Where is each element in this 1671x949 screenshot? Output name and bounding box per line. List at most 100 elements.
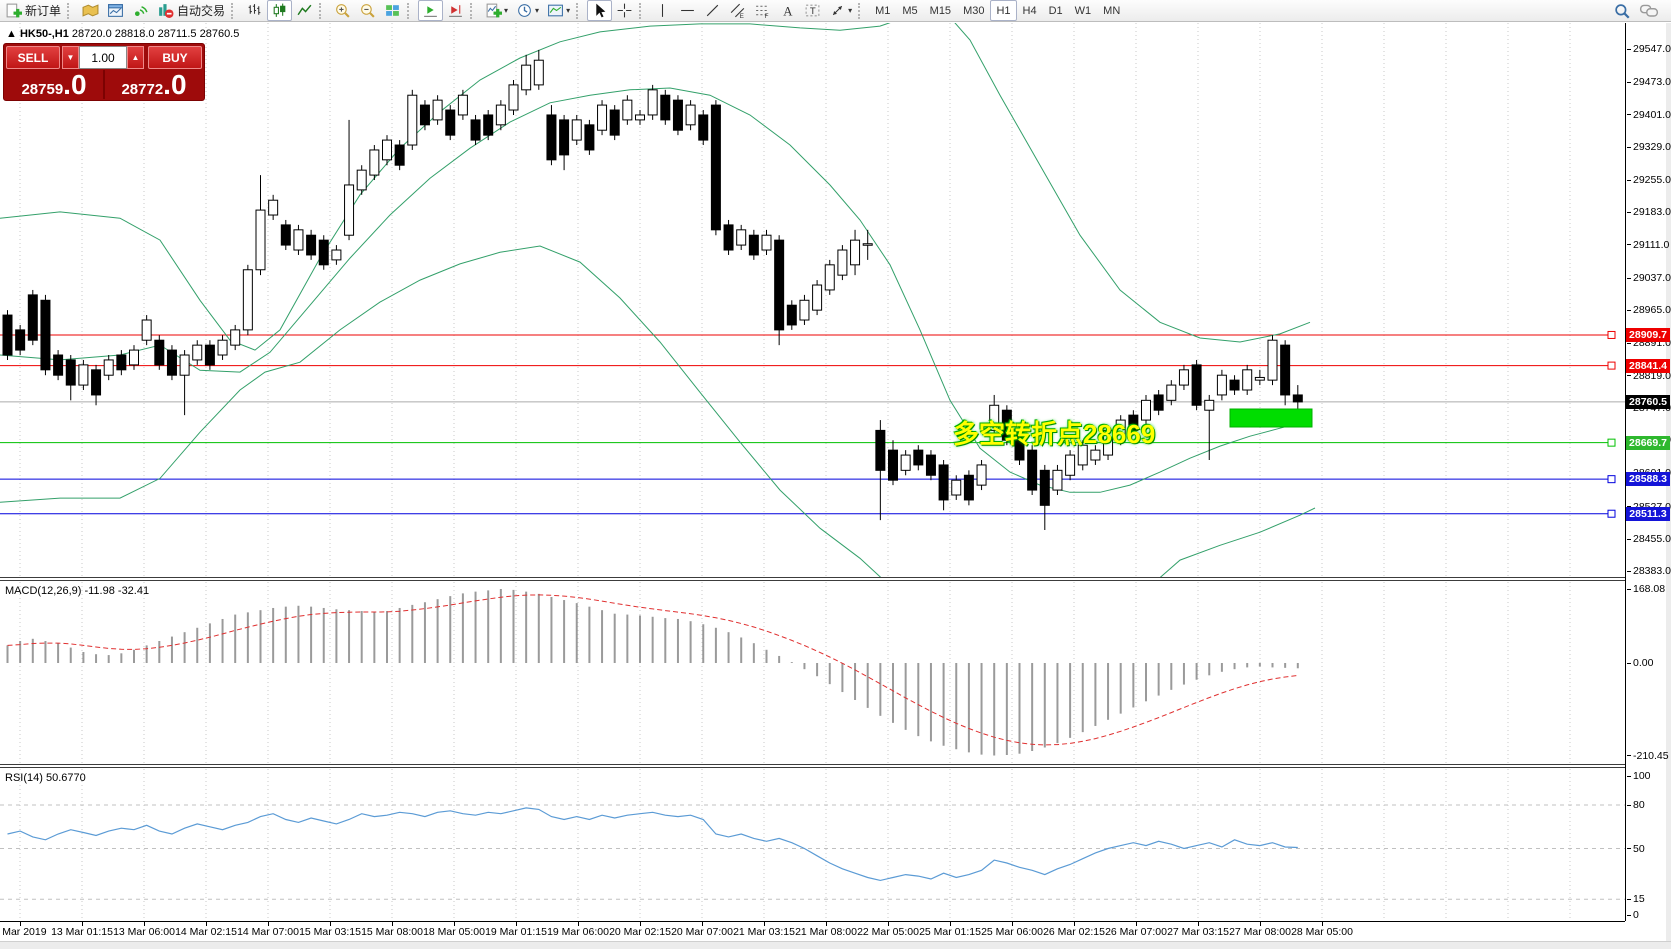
time-axis-label[interactable]: 27 Mar 03:15 — [1167, 926, 1229, 938]
channel-button[interactable]: E — [725, 0, 750, 21]
candlestick-chart-button[interactable] — [267, 0, 293, 21]
chat-button[interactable] — [1635, 0, 1663, 21]
time-axis-label[interactable]: 26 Mar 07:00 — [1105, 926, 1167, 938]
time-axis-label[interactable]: 27 Mar 08:00 — [1229, 926, 1291, 938]
time-axis-label[interactable]: 13 Mar 01:15 — [51, 926, 113, 938]
timeframe-m5-button[interactable]: M5 — [902, 4, 918, 17]
macd-axis-label-text: -210.45 — [1633, 749, 1669, 762]
sell-price-decimal: .0 — [63, 69, 87, 100]
time-axis-label[interactable]: 2 Mar 2019 — [0, 926, 47, 938]
toolbar-grip[interactable] — [231, 2, 238, 19]
time-axis-label[interactable]: 20 Mar 07:00 — [671, 926, 733, 938]
time-axis-label[interactable]: 15 Mar 08:00 — [361, 926, 423, 938]
cursor-button[interactable] — [587, 0, 613, 21]
trendline-button[interactable] — [700, 0, 725, 21]
auto-scroll-button[interactable] — [418, 0, 444, 21]
buy-price[interactable]: 28772.0 — [106, 70, 202, 99]
toolbar-grip[interactable] — [858, 2, 865, 19]
time-axis-label[interactable]: 15 Mar 03:15 — [299, 926, 361, 938]
time-axis-tick — [516, 922, 517, 926]
vertical-line-button[interactable] — [650, 0, 675, 21]
axis-tick — [1627, 662, 1631, 664]
time-axis-label[interactable]: 14 Mar 02:15 — [175, 926, 237, 938]
price-marker-chip[interactable]: 28841.4 — [1626, 358, 1670, 373]
sell-price[interactable]: 28759.0 — [6, 70, 102, 99]
time-axis-label[interactable]: 25 Mar 06:00 — [981, 926, 1043, 938]
timeframe-h1-button[interactable]: H1 — [990, 0, 1017, 21]
auto-trading-label: 自动交易 — [177, 4, 226, 18]
line-chart-button[interactable] — [292, 0, 317, 21]
shapes-button[interactable]: ▾ — [825, 0, 856, 21]
time-axis-label[interactable]: 21 Mar 03:15 — [733, 926, 795, 938]
time-axis-label[interactable]: 20 Mar 02:15 — [609, 926, 671, 938]
panel-separator[interactable] — [0, 580, 1625, 581]
price-marker-chip[interactable]: 28588.3 — [1626, 472, 1670, 487]
volume-input[interactable]: 1.00 — [79, 46, 127, 69]
time-axis-label[interactable]: 19 Mar 01:15 — [485, 926, 547, 938]
axis-tick — [1627, 755, 1631, 757]
periods-button[interactable]: ▾ — [512, 0, 543, 21]
signals-button[interactable] — [128, 0, 153, 21]
toolbar-grip[interactable] — [319, 2, 326, 19]
zoom-out-button[interactable] — [355, 0, 380, 21]
toolbar-grip[interactable] — [67, 2, 74, 19]
new-chart-button[interactable] — [103, 0, 128, 21]
timeframe-m1-button[interactable]: M1 — [875, 4, 891, 17]
chart-shift-button[interactable] — [443, 0, 468, 21]
crosshair-button[interactable] — [612, 0, 637, 21]
collapse-icon[interactable]: ▲ — [6, 28, 17, 40]
indicators-button[interactable]: ▾ — [481, 0, 512, 21]
text-label-button[interactable]: T — [800, 0, 825, 21]
price-marker-chip[interactable]: 28511.3 — [1626, 506, 1670, 521]
timeframe-d1-button[interactable]: D1 — [1048, 4, 1063, 17]
bar-chart-button[interactable] — [242, 0, 267, 21]
price-marker-chip[interactable]: 28909.7 — [1626, 327, 1670, 342]
panel-separator[interactable] — [0, 767, 1625, 768]
time-axis-label[interactable]: 13 Mar 06:00 — [113, 926, 175, 938]
sell-button[interactable]: SELL — [6, 46, 60, 69]
toolbar-grip[interactable] — [470, 2, 477, 19]
toolbar-grip[interactable] — [407, 2, 414, 19]
macd-label: MACD(12,26,9) -11.98 -32.41 — [5, 585, 150, 597]
level-lines[interactable] — [0, 330, 1625, 518]
buy-button[interactable]: BUY — [148, 46, 202, 69]
time-axis-label[interactable]: 19 Mar 06:00 — [547, 926, 609, 938]
volume-down-button[interactable]: ▼ — [62, 46, 79, 69]
timeframe-h4-button[interactable]: H4 — [1022, 4, 1037, 17]
time-axis-label[interactable]: 18 Mar 05:00 — [423, 926, 485, 938]
time-axis-tick — [1198, 922, 1199, 926]
highlight-rectangle[interactable] — [1229, 408, 1313, 428]
toolbar-grip[interactable] — [576, 2, 583, 19]
rsi-axis-label-text: 15 — [1633, 893, 1645, 906]
time-axis-label[interactable]: 22 Mar 05:00 — [857, 926, 919, 938]
time-axis-label[interactable]: 14 Mar 07:00 — [237, 926, 299, 938]
auto-trading-button[interactable]: 自动交易 — [153, 0, 229, 21]
time-axis-label[interactable]: 25 Mar 01:15 — [919, 926, 981, 938]
toolbar-grip[interactable] — [639, 2, 646, 19]
panel-separator[interactable] — [0, 764, 1625, 765]
price-marker-chip[interactable]: 28669.7 — [1626, 435, 1670, 450]
chart-plot-area[interactable]: ▲ HK50-,H1 28720.0 28818.0 28711.5 28760… — [0, 23, 1671, 941]
search-button[interactable] — [1609, 0, 1635, 21]
volume-up-button[interactable]: ▲ — [127, 46, 144, 69]
tile-windows-button[interactable] — [380, 0, 405, 21]
profiles-button[interactable] — [78, 0, 103, 21]
zoom-in-button[interactable] — [330, 0, 355, 21]
text-button[interactable]: A — [775, 0, 800, 21]
timeframe-m15-button[interactable]: M15 — [929, 4, 952, 17]
chart-annotation-text[interactable]: 多空转折点28669 — [953, 419, 1156, 449]
time-axis-label[interactable]: 21 Mar 08:00 — [795, 926, 857, 938]
fibonacci-button[interactable]: F — [750, 0, 775, 21]
timeframe-mn-button[interactable]: MN — [1103, 4, 1121, 17]
time-axis-label[interactable]: 26 Mar 02:15 — [1043, 926, 1105, 938]
templates-button[interactable]: ▾ — [543, 0, 574, 21]
timeframe-w1-button[interactable]: W1 — [1074, 4, 1092, 17]
time-axis-label[interactable]: 28 Mar 05:00 — [1291, 926, 1353, 938]
timeframe-m30-button[interactable]: M30 — [963, 4, 985, 17]
search-icon — [1613, 2, 1631, 20]
panel-separator[interactable] — [0, 577, 1625, 578]
new-order-button[interactable]: 新订单 — [1, 0, 65, 21]
horizontal-line-button[interactable] — [675, 0, 700, 21]
price-marker-chip[interactable]: 28760.5 — [1626, 394, 1670, 409]
